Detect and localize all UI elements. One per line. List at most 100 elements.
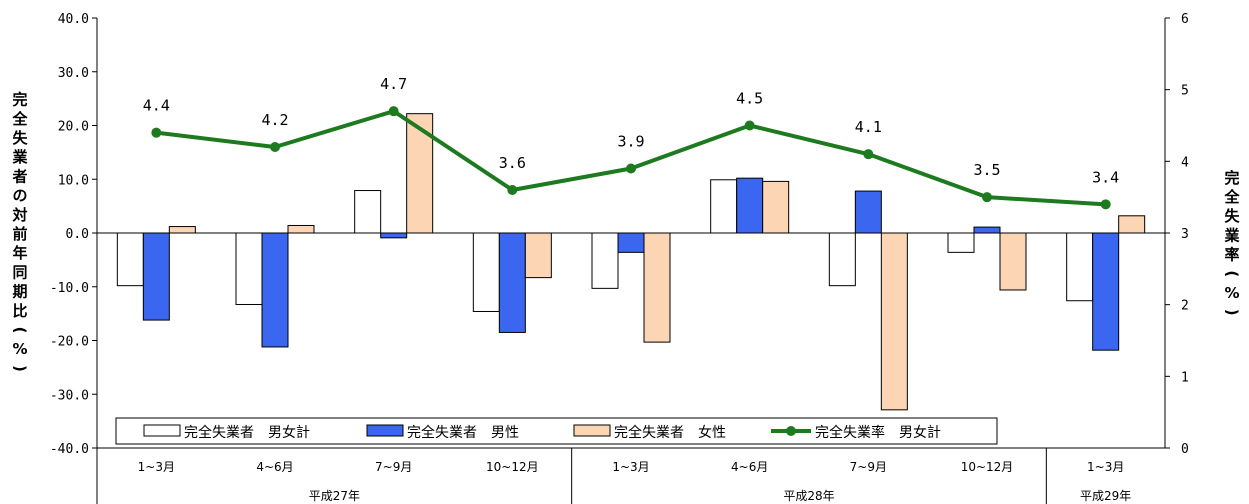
rate-label-4: 3.6 [499,154,526,172]
bar-3-4 [524,232,552,279]
y-right-tick-label: 0 [1181,442,1189,457]
rate-labels: 4.4 4.2 4.7 3.6 3.9 4.5 4.1 3.5 3.4 [143,75,1119,186]
bar-2-3 [380,232,408,239]
bar-1-6 [710,179,738,234]
bar-3-6 [762,180,790,234]
rate-label-3: 4.7 [380,75,407,93]
bar-1-9 [1066,232,1094,302]
y-left-title-char: 業 [11,148,28,166]
y-right-tick-label: 1 [1181,370,1189,385]
bar-1-5 [591,232,619,289]
bars [116,113,1146,411]
y-left-tick-label: 10.0 [58,173,89,188]
bar-1-4 [472,232,500,312]
y-right-tick-label: 4 [1181,155,1189,170]
bar-3-1 [168,226,196,234]
bar-1-3 [354,190,382,234]
y-right-tick-label: 5 [1181,84,1189,99]
y-right-tick-label: 2 [1181,299,1189,314]
rate-point-3 [388,106,399,117]
rate-label-1: 4.4 [143,97,170,115]
y-right-title-char: 業 [1223,226,1240,244]
bar-1-7 [828,232,856,287]
bar-2-7 [854,190,882,234]
bar-2-2 [261,232,289,348]
y-left-title-char: 年 [12,244,27,262]
x-tick-label: 7~9月 [850,460,887,474]
bar-3-2 [287,224,315,234]
y-left-tick-label: -20.0 [50,335,89,350]
rate-point-5 [626,163,636,174]
bar-2-6 [736,177,764,234]
y-left-tick-label: -40.0 [50,442,89,457]
rate-point-4 [507,185,518,195]
category-axis: 1~3月 4~6月 7~9月 10~12月 1~3月 4~6月 7~9月 10~12月 1~3月… [138,448,1131,504]
x-group-label: 平成27年 [309,489,360,503]
rate-label-8: 3.5 [973,161,1000,179]
y-right-title-char: ) [1223,309,1241,316]
y-left-title-char: ) [11,365,29,372]
bar-2-5 [617,232,645,253]
rate-line-path [156,109,1106,207]
y-right-title-char: 失 [1224,207,1240,225]
legend-box [115,417,998,445]
y-left-title-char: 比 [12,302,27,320]
axes [96,18,1166,504]
y-left-title-char: 失 [12,129,28,147]
x-group-label: 平成28年 [783,489,834,503]
x-tick-label: 1~3月 [612,460,649,474]
x-tick-label: 7~9月 [375,460,412,474]
y-left-tick-label: 20.0 [58,120,89,135]
bar-3-3 [406,113,434,234]
x-tick-label: 4~6月 [731,460,768,474]
bar-3-9 [1118,215,1146,234]
legend-label-2: 完全失業者 男性 [407,424,519,441]
y-left-tick-label: -30.0 [50,388,89,403]
y-right-title-char: ( [1223,270,1241,277]
rate-label-2: 4.2 [261,111,288,129]
y-axis-right-ticks: 6 5 4 3 2 1 0 [1165,12,1189,457]
x-tick-label: 10~12月 [486,460,539,474]
y-right-title-char: % [1224,284,1239,302]
rate-point-6 [744,120,755,131]
y-right-tick-label: 3 [1181,227,1189,242]
y-left-tick-label: 0.0 [66,227,89,242]
legend-label-3: 完全失業者 女性 [614,424,726,441]
rate-point-9 [1100,199,1111,210]
rate-label-7: 4.1 [855,118,882,136]
x-tick-label: 1~3月 [1087,460,1124,474]
rate-line [151,106,1111,210]
y-left-title-char: 対 [11,206,27,224]
rate-label-6: 4.5 [736,90,763,108]
y-left-title-char: の [12,187,27,205]
y-left-title-char: 前 [12,225,27,243]
rate-point-8 [982,192,992,203]
bar-1-2 [235,232,263,305]
x-group-label: 平成29年 [1080,489,1131,503]
y-right-title-char: 全 [1223,188,1240,206]
bar-3-5 [643,232,671,343]
rate-label-9: 3.4 [1092,168,1119,186]
bar-2-9 [1092,232,1120,351]
y-axis-right-label: 完全失業率 (%) [1223,169,1241,316]
legend-swatch-1 [143,424,181,437]
legend-label-1: 完全失業者 男女計 [184,424,310,441]
y-right-title-char: 完 [1224,169,1239,187]
bar-3-7 [880,232,908,411]
x-tick-label: 1~3月 [138,460,175,474]
rate-point-2 [270,142,280,152]
y-left-title-char: 者 [12,167,27,185]
y-left-title-char: % [12,340,27,358]
legend-label-4: 完全失業率 男女計 [815,424,941,441]
x-tick-label: 4~6月 [256,460,293,474]
rate-point-1 [151,127,162,138]
bar-1-8 [947,232,975,253]
x-tick-label: 10~12月 [961,460,1014,474]
legend: 完全失業者 男女計 完全失業者 男性 完全失業者 女性 完全失業率 男女計 [115,417,998,445]
y-left-title-char: 全 [11,110,28,128]
legend-swatch-3 [573,424,611,437]
y-left-tick-label: 30.0 [58,66,89,81]
rate-point-7 [863,149,874,160]
